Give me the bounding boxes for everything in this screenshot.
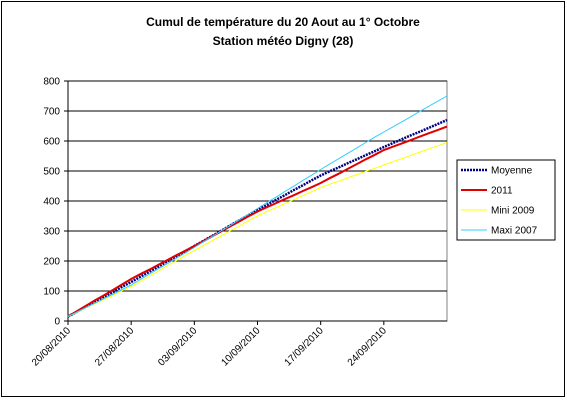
y-tick-label: 100 xyxy=(43,287,60,298)
chart-subtitle: Station météo Digny (28) xyxy=(213,34,354,48)
y-tick-label: 500 xyxy=(43,167,60,178)
legend-box xyxy=(456,159,556,241)
series-line xyxy=(67,118,448,318)
y-tick-label: 800 xyxy=(43,77,60,88)
series-line xyxy=(67,142,448,317)
legend-label: Mini 2009 xyxy=(491,206,535,217)
legend-label: Maxi 2007 xyxy=(491,226,538,237)
legend-label: 2011 xyxy=(491,186,513,197)
y-tick-label: 700 xyxy=(43,107,60,118)
y-tick-label: 400 xyxy=(43,197,60,208)
series-line xyxy=(67,95,448,317)
y-tick-label: 200 xyxy=(43,257,60,268)
series-line xyxy=(67,125,448,318)
y-tick-label: 0 xyxy=(54,317,60,328)
chart-title: Cumul de température du 20 Aout au 1° Oc… xyxy=(146,15,420,29)
legend-label: Moyenne xyxy=(491,166,533,177)
y-tick-label: 600 xyxy=(43,137,60,148)
y-tick-label: 300 xyxy=(43,227,60,238)
